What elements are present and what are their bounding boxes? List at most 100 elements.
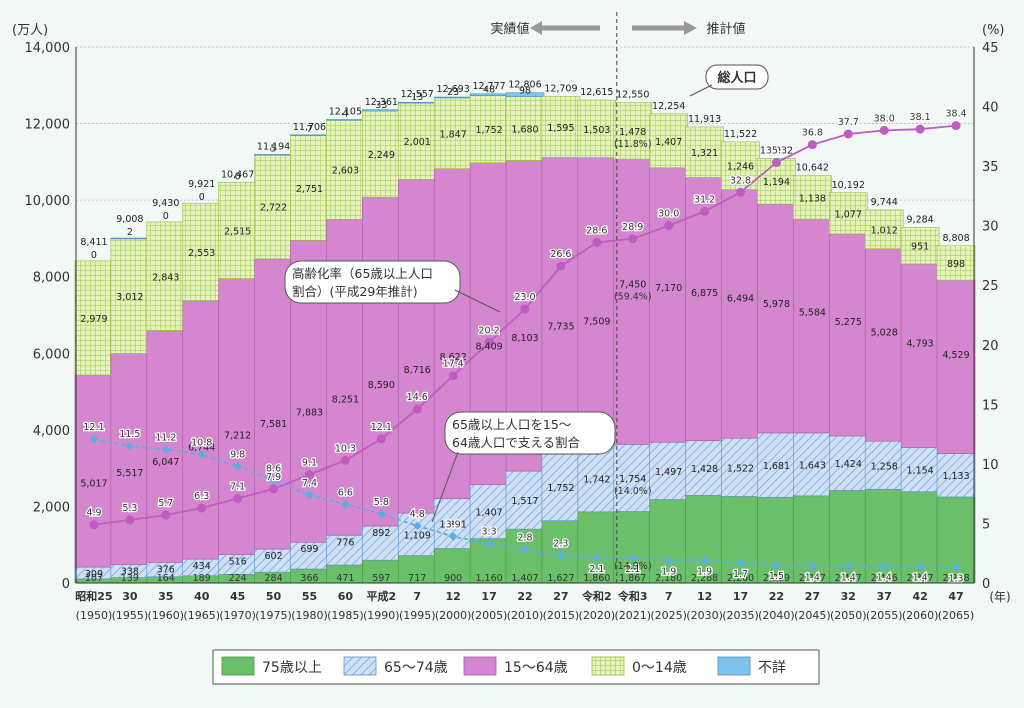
value-label-75plus: 139 xyxy=(121,573,139,584)
x-tick-era: 40 xyxy=(194,590,210,603)
pct-label-15to64: (59.4%) xyxy=(614,291,652,302)
value-label-65to74: 602 xyxy=(264,551,282,562)
x-tick-year: (2035) xyxy=(722,609,759,622)
value-label-0to14: 1,321 xyxy=(691,148,718,159)
value-label-65to74: 1,428 xyxy=(691,464,718,475)
legend-swatch-65to74 xyxy=(343,656,377,676)
support-ratio-label: 10.8 xyxy=(191,437,212,448)
value-label-15to64: 7,509 xyxy=(583,316,610,327)
total-label: 12,615 xyxy=(580,87,613,98)
total-label: 12,254 xyxy=(652,101,685,112)
value-label-75plus: 1,860 xyxy=(583,573,610,584)
y-tick-right: 15 xyxy=(982,398,999,413)
value-label-75plus: 1,160 xyxy=(475,573,502,584)
support-ratio-label: 4.8 xyxy=(410,509,425,520)
value-label-65to74: 1,752 xyxy=(547,483,574,494)
x-tick-year: (2021) xyxy=(614,609,651,622)
y-tick-right: 40 xyxy=(982,101,999,116)
aging-rate-line-marker xyxy=(592,237,602,247)
value-label-75plus: 107 xyxy=(85,573,103,584)
aging-rate-label: 5.7 xyxy=(158,498,173,509)
aging-rate-line-marker xyxy=(304,470,314,480)
x-tick-era: 7 xyxy=(413,590,421,603)
aging-rate-label: 38.1 xyxy=(910,112,931,123)
value-label-unknown: 2 xyxy=(127,227,133,238)
value-label-15to64: 6,744 xyxy=(188,443,215,454)
bar-segment xyxy=(110,237,150,354)
value-label-75plus: 2,288 xyxy=(691,573,718,584)
value-label-0to14: 2,603 xyxy=(332,166,359,177)
support-ratio-line-marker xyxy=(736,558,745,567)
support-ratio-line-marker xyxy=(664,556,673,565)
bar-segment xyxy=(577,157,617,446)
bar-segment xyxy=(362,196,401,527)
y-tick-right: 25 xyxy=(982,279,999,294)
x-tick-year: (2025) xyxy=(650,609,687,622)
value-label-75plus: 1,627 xyxy=(547,573,574,584)
x-tick-era: 30 xyxy=(122,590,138,603)
y-tick-left: 8,000 xyxy=(33,271,70,286)
value-label-unknown: 0 xyxy=(163,211,169,222)
support-ratio-line-marker xyxy=(377,509,386,519)
value-label-65to74: 1,643 xyxy=(799,460,826,471)
aging-rate-line-marker xyxy=(628,234,638,244)
aging-rate-label: 38.4 xyxy=(945,109,966,120)
value-label-75plus: 366 xyxy=(300,573,318,584)
support-ratio-label: 1.4 xyxy=(841,572,856,583)
value-label-0to14: 2,979 xyxy=(80,314,107,325)
aging-rate-line-marker xyxy=(951,121,961,131)
aging-rate-label: 20.2 xyxy=(479,325,500,336)
value-label-0to14: 1,246 xyxy=(727,162,754,173)
aging-rate-line-marker xyxy=(89,520,99,530)
support-ratio-line-marker xyxy=(772,560,781,570)
total-label: 9,744 xyxy=(871,197,898,208)
bar-segment xyxy=(900,263,940,448)
value-label-75plus: 2,277 xyxy=(799,573,826,584)
x-tick-era: 22 xyxy=(517,590,532,603)
value-label-0to14: 1,194 xyxy=(763,177,790,188)
x-tick-era: 昭和25 xyxy=(75,589,112,603)
aging-rate-label: 31.2 xyxy=(694,194,715,205)
support-ratio-line-marker xyxy=(197,450,206,459)
bar-segment xyxy=(864,209,904,249)
support-ratio-label: 1.3 xyxy=(948,574,963,585)
pct-label-75plus: (14.9%) xyxy=(614,561,652,572)
bar-segment xyxy=(936,279,976,454)
value-label-unknown: 13 xyxy=(411,92,423,103)
value-label-unknown: 98 xyxy=(519,86,531,97)
total-label: 11,522 xyxy=(724,129,757,140)
x-tick-era: 令和2 xyxy=(581,589,612,603)
value-label-65to74: 1,154 xyxy=(907,466,934,477)
value-label-0to14: 1,595 xyxy=(547,123,574,134)
x-tick-year: (2045) xyxy=(794,609,831,622)
bar-segment xyxy=(613,158,653,445)
y-tick-right: 35 xyxy=(982,160,999,175)
y-unit-right: (%) xyxy=(982,23,1005,38)
aging-rate-label: 17.4 xyxy=(443,359,464,370)
total-callout-box xyxy=(705,64,769,90)
x-tick-year: (1975) xyxy=(255,609,292,622)
value-label-unknown: 48 xyxy=(483,85,495,96)
aging-rate-line-marker xyxy=(269,484,279,494)
value-label-65to74: 338 xyxy=(121,567,139,578)
x-tick-era: 47 xyxy=(948,590,963,603)
bar-segment xyxy=(721,189,760,439)
total-label: 10,467 xyxy=(221,169,254,180)
value-label-15to64: 6,047 xyxy=(152,457,179,468)
value-label-15to64: 7,450 xyxy=(619,279,646,290)
actual-label: 実績値 xyxy=(490,21,529,37)
total-callout-pointer xyxy=(689,84,713,97)
support-ratio-label: 2.8 xyxy=(517,533,532,544)
value-label-0to14: 2,249 xyxy=(368,150,395,161)
bar-segment xyxy=(828,192,868,235)
value-label-15to64: 5,275 xyxy=(835,317,862,328)
value-label-0to14: 1,012 xyxy=(871,225,898,236)
support-ratio-line-marker xyxy=(89,434,99,444)
bar-segment xyxy=(505,96,545,162)
support-ratio-line-marker xyxy=(305,490,314,500)
bar-segment xyxy=(397,179,437,514)
value-label-65to74: 434 xyxy=(193,561,211,572)
bar-segment xyxy=(362,110,401,198)
x-tick-year: (2060) xyxy=(902,609,939,622)
total-label: 12,550 xyxy=(616,90,649,101)
